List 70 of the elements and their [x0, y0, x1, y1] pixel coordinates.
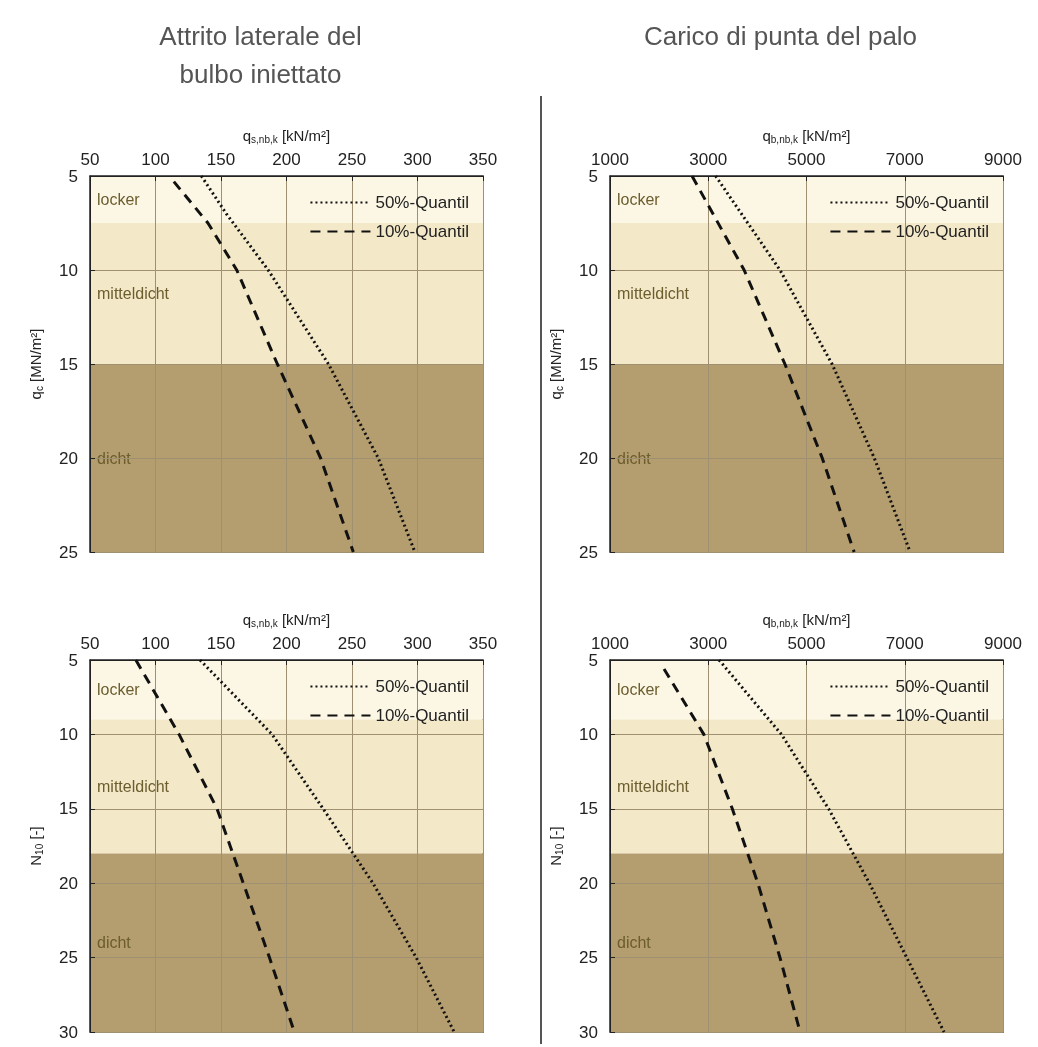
x-tick-label: 7000: [885, 150, 924, 169]
y-tick-label: 5: [588, 650, 598, 670]
y-tick-label: 20: [59, 448, 78, 468]
legend-label: 50%-Quantil: [895, 193, 990, 212]
y-tick-label: 5: [68, 650, 78, 670]
x-tick-label: 1000: [591, 150, 629, 169]
y-tick-label: 25: [579, 948, 598, 968]
x-tick-label: 3000: [689, 150, 728, 169]
y-tick-label: 20: [59, 873, 78, 893]
y-axis-title: qc [MN/m²]: [26, 328, 45, 400]
y-tick-label: 20: [579, 873, 598, 893]
x-tick-label: 250: [337, 150, 367, 169]
y-tick-label: 15: [579, 799, 598, 819]
legend-label: 10%-Quantil: [375, 706, 470, 725]
legend-label: 10%-Quantil: [895, 222, 990, 241]
y-tick-label: 15: [59, 799, 78, 819]
band-label: locker: [97, 191, 141, 208]
y-axis-title: N10 [-]: [546, 826, 565, 866]
legend-label: 10%-Quantil: [375, 222, 470, 241]
band-label: dicht: [97, 934, 132, 952]
y-tick-label: 20: [579, 448, 598, 468]
band-label: locker: [97, 681, 141, 699]
y-axis-title: N10 [-]: [26, 826, 45, 866]
y-tick-label: 10: [579, 724, 598, 744]
x-tick-label: 300: [403, 150, 432, 169]
chart-title: Attrito laterale del bulbo iniettato: [159, 21, 362, 89]
x-tick-label: 350: [468, 150, 498, 169]
legend-label: 50%-Quantil: [375, 193, 470, 212]
x-tick-label: 150: [206, 634, 236, 653]
x-tick-label: 250: [337, 634, 367, 653]
legend-label: 10%-Quantil: [895, 706, 990, 725]
band-label: dicht: [617, 934, 652, 952]
x-tick-label: 9000: [984, 150, 1022, 169]
y-axis-title: qc [MN/m²]: [546, 328, 565, 400]
x-tick-label: 50: [80, 150, 100, 169]
band-label: locker: [617, 191, 661, 208]
x-tick-label: 100: [141, 150, 170, 169]
band-label: mitteldicht: [617, 777, 690, 795]
x-tick-label: 100: [141, 634, 170, 653]
x-tick-label: 3000: [689, 634, 728, 653]
y-tick-label: 30: [579, 1022, 598, 1042]
y-tick-label: 10: [59, 724, 78, 744]
y-tick-label: 15: [579, 354, 598, 374]
x-tick-label: 200: [272, 634, 301, 653]
y-tick-label: 10: [579, 260, 598, 280]
x-tick-label: 7000: [885, 634, 924, 653]
y-tick-label: 25: [59, 948, 78, 968]
x-tick-label: 1000: [591, 634, 629, 653]
legend-label: 50%-Quantil: [375, 677, 470, 696]
x-tick-label: 350: [468, 634, 498, 653]
chart-title: Carico di punta del palo: [643, 21, 918, 51]
line-series: [172, 180, 355, 554]
y-tick-label: 25: [59, 542, 78, 562]
band-label: locker: [617, 681, 661, 699]
x-tick-label: 5000: [787, 634, 826, 653]
x-tick-label: 300: [403, 634, 432, 653]
y-tick-label: 30: [59, 1022, 78, 1042]
line-series: [690, 174, 856, 554]
x-tick-label: 200: [272, 150, 301, 169]
y-tick-label: 10: [59, 260, 78, 280]
y-tick-label: 5: [588, 166, 598, 186]
x-tick-label: 50: [80, 634, 100, 653]
band-label: mitteldicht: [617, 285, 690, 302]
x-tick-label: 9000: [984, 634, 1022, 653]
y-tick-label: 5: [68, 166, 78, 186]
legend-label: 50%-Quantil: [895, 677, 990, 696]
y-tick-label: 25: [579, 542, 598, 562]
y-tick-label: 15: [59, 354, 78, 374]
x-tick-label: 150: [206, 150, 236, 169]
x-tick-label: 5000: [787, 150, 826, 169]
